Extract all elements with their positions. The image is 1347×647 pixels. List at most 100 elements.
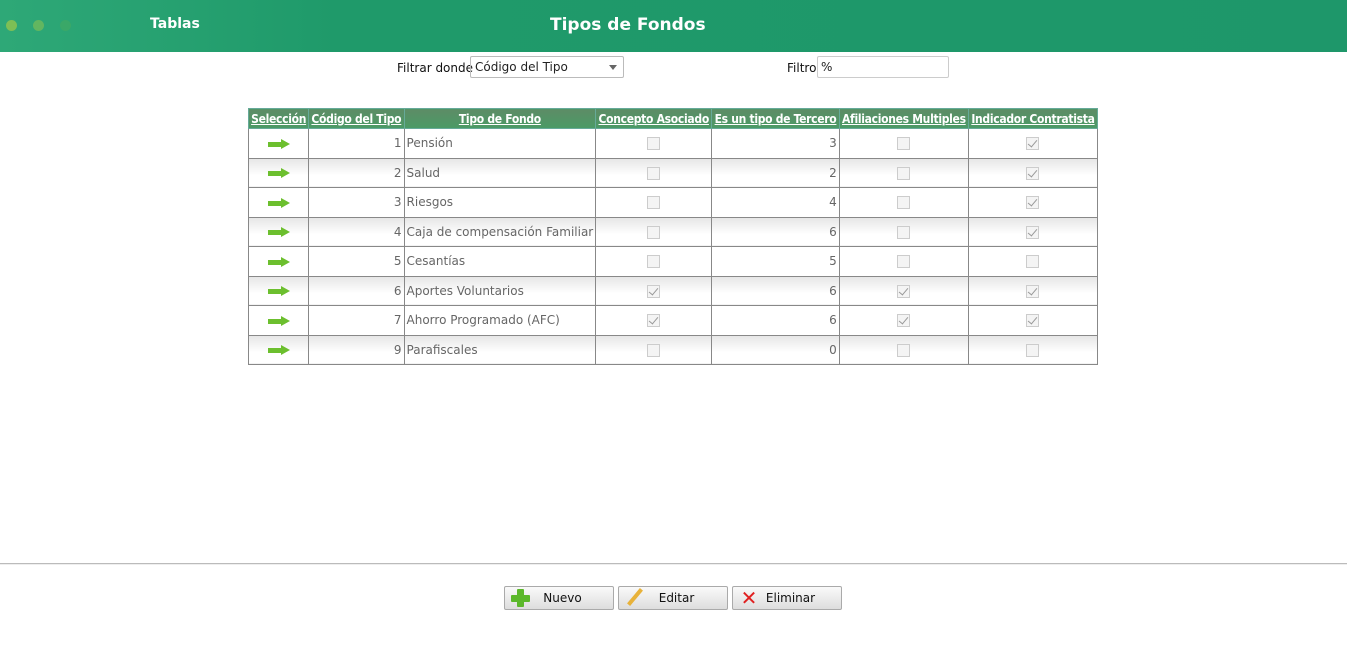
fund-type-cell: Ahorro Programado (AFC): [403, 305, 597, 336]
affiliations-cell: [838, 216, 969, 247]
window-dot-icon[interactable]: [6, 20, 17, 31]
arrow-right-icon[interactable]: [267, 256, 290, 267]
filter-input[interactable]: %: [817, 56, 949, 78]
filter-field-select[interactable]: Código del Tipo: [470, 56, 624, 78]
checkbox[interactable]: [647, 196, 661, 210]
select-cell[interactable]: [247, 157, 310, 188]
checkbox[interactable]: [897, 137, 911, 151]
arrow-right-icon[interactable]: [267, 315, 290, 326]
filter-where-label: Filtrar donde: [397, 61, 474, 75]
pencil-icon: [624, 588, 646, 608]
delete-label: Eliminar: [765, 591, 816, 605]
select-cell[interactable]: [247, 187, 310, 218]
third-party-cell: 0: [711, 334, 840, 365]
checkbox[interactable]: [1026, 225, 1040, 239]
select-cell[interactable]: [247, 216, 310, 247]
page-title: Tipos de Fondos: [550, 15, 706, 35]
checkbox[interactable]: [1026, 343, 1040, 357]
affiliations-cell: [838, 187, 969, 218]
fund-type-cell: Parafiscales: [403, 334, 597, 365]
select-cell[interactable]: [247, 334, 310, 365]
checkbox[interactable]: [1026, 137, 1040, 151]
column-header[interactable]: Selección: [247, 108, 310, 129]
contractor-cell: [967, 275, 1099, 306]
checkbox[interactable]: [897, 255, 911, 269]
checkbox[interactable]: [647, 166, 661, 180]
divider: [0, 563, 1347, 565]
checkbox[interactable]: [1026, 284, 1040, 298]
arrow-right-icon[interactable]: [267, 168, 290, 179]
column-header[interactable]: Es un tipo de Tercero: [711, 108, 840, 129]
concept-cell: [595, 246, 713, 277]
delete-button[interactable]: ✕ Eliminar: [732, 586, 842, 610]
checkbox[interactable]: [897, 343, 911, 357]
fund-type-cell: Cesantías: [403, 246, 597, 277]
header-bar: Tablas Tipos de Fondos: [0, 0, 1347, 52]
column-header[interactable]: Tipo de Fondo: [403, 108, 597, 129]
code-cell: 7: [308, 305, 405, 336]
checkbox[interactable]: [647, 255, 661, 269]
column-header[interactable]: Afiliaciones Multiples: [838, 108, 969, 129]
fund-type-cell: Aportes Voluntarios: [403, 275, 597, 306]
arrow-right-icon[interactable]: [267, 197, 290, 208]
code-cell: 2: [308, 157, 405, 188]
checkbox[interactable]: [647, 343, 661, 357]
concept-cell: [595, 128, 713, 159]
chevron-down-icon: [609, 65, 617, 70]
checkbox[interactable]: [1026, 314, 1040, 328]
column-header[interactable]: Indicador Contratista: [967, 108, 1099, 129]
checkbox[interactable]: [897, 284, 911, 298]
concept-cell: [595, 157, 713, 188]
third-party-cell: 3: [711, 128, 840, 159]
arrow-right-icon[interactable]: [267, 345, 290, 356]
app-name: Tablas: [150, 16, 200, 32]
arrow-right-icon[interactable]: [267, 227, 290, 238]
fund-type-cell: Caja de compensación Familiar: [403, 216, 597, 247]
checkbox[interactable]: [1026, 196, 1040, 210]
concept-cell: [595, 275, 713, 306]
third-party-cell: 5: [711, 246, 840, 277]
arrow-right-icon[interactable]: [267, 286, 290, 297]
checkbox[interactable]: [897, 225, 911, 239]
table-row: 4 Caja de compensación Familiar 6: [247, 216, 1099, 247]
column-header[interactable]: Código del Tipo: [308, 108, 405, 129]
table-row: 5 Cesantías 5: [247, 246, 1099, 277]
affiliations-cell: [838, 246, 969, 277]
checkbox[interactable]: [1026, 166, 1040, 180]
checkbox[interactable]: [647, 225, 661, 239]
third-party-cell: 4: [711, 187, 840, 218]
select-cell[interactable]: [247, 275, 310, 306]
edit-button[interactable]: Editar: [618, 586, 728, 610]
arrow-right-icon[interactable]: [267, 138, 290, 149]
select-cell[interactable]: [247, 246, 310, 277]
checkbox[interactable]: [897, 314, 911, 328]
affiliations-cell: [838, 305, 969, 336]
fund-type-cell: Pensión: [403, 128, 597, 159]
select-cell[interactable]: [247, 305, 310, 336]
checkbox[interactable]: [897, 166, 911, 180]
checkbox[interactable]: [647, 137, 661, 151]
code-cell: 3: [308, 187, 405, 218]
code-cell: 1: [308, 128, 405, 159]
checkbox[interactable]: [1026, 255, 1040, 269]
new-button[interactable]: Nuevo: [504, 586, 614, 610]
code-cell: 5: [308, 246, 405, 277]
edit-label: Editar: [658, 591, 695, 605]
window-dot-icon[interactable]: [60, 20, 71, 31]
table-row: 3 Riesgos 4: [247, 187, 1099, 218]
new-label: Nuevo: [543, 591, 582, 605]
concept-cell: [595, 334, 713, 365]
column-header[interactable]: Concepto Asociado: [595, 108, 713, 129]
fund-type-cell: Salud: [403, 157, 597, 188]
window-dot-icon[interactable]: [33, 20, 44, 31]
concept-cell: [595, 305, 713, 336]
checkbox[interactable]: [647, 284, 661, 298]
filter-label: Filtro: [787, 61, 817, 75]
affiliations-cell: [838, 128, 969, 159]
third-party-cell: 2: [711, 157, 840, 188]
table-row: 9 Parafiscales 0: [247, 334, 1099, 365]
checkbox[interactable]: [647, 314, 661, 328]
contractor-cell: [967, 187, 1099, 218]
select-cell[interactable]: [247, 128, 310, 159]
checkbox[interactable]: [897, 196, 911, 210]
